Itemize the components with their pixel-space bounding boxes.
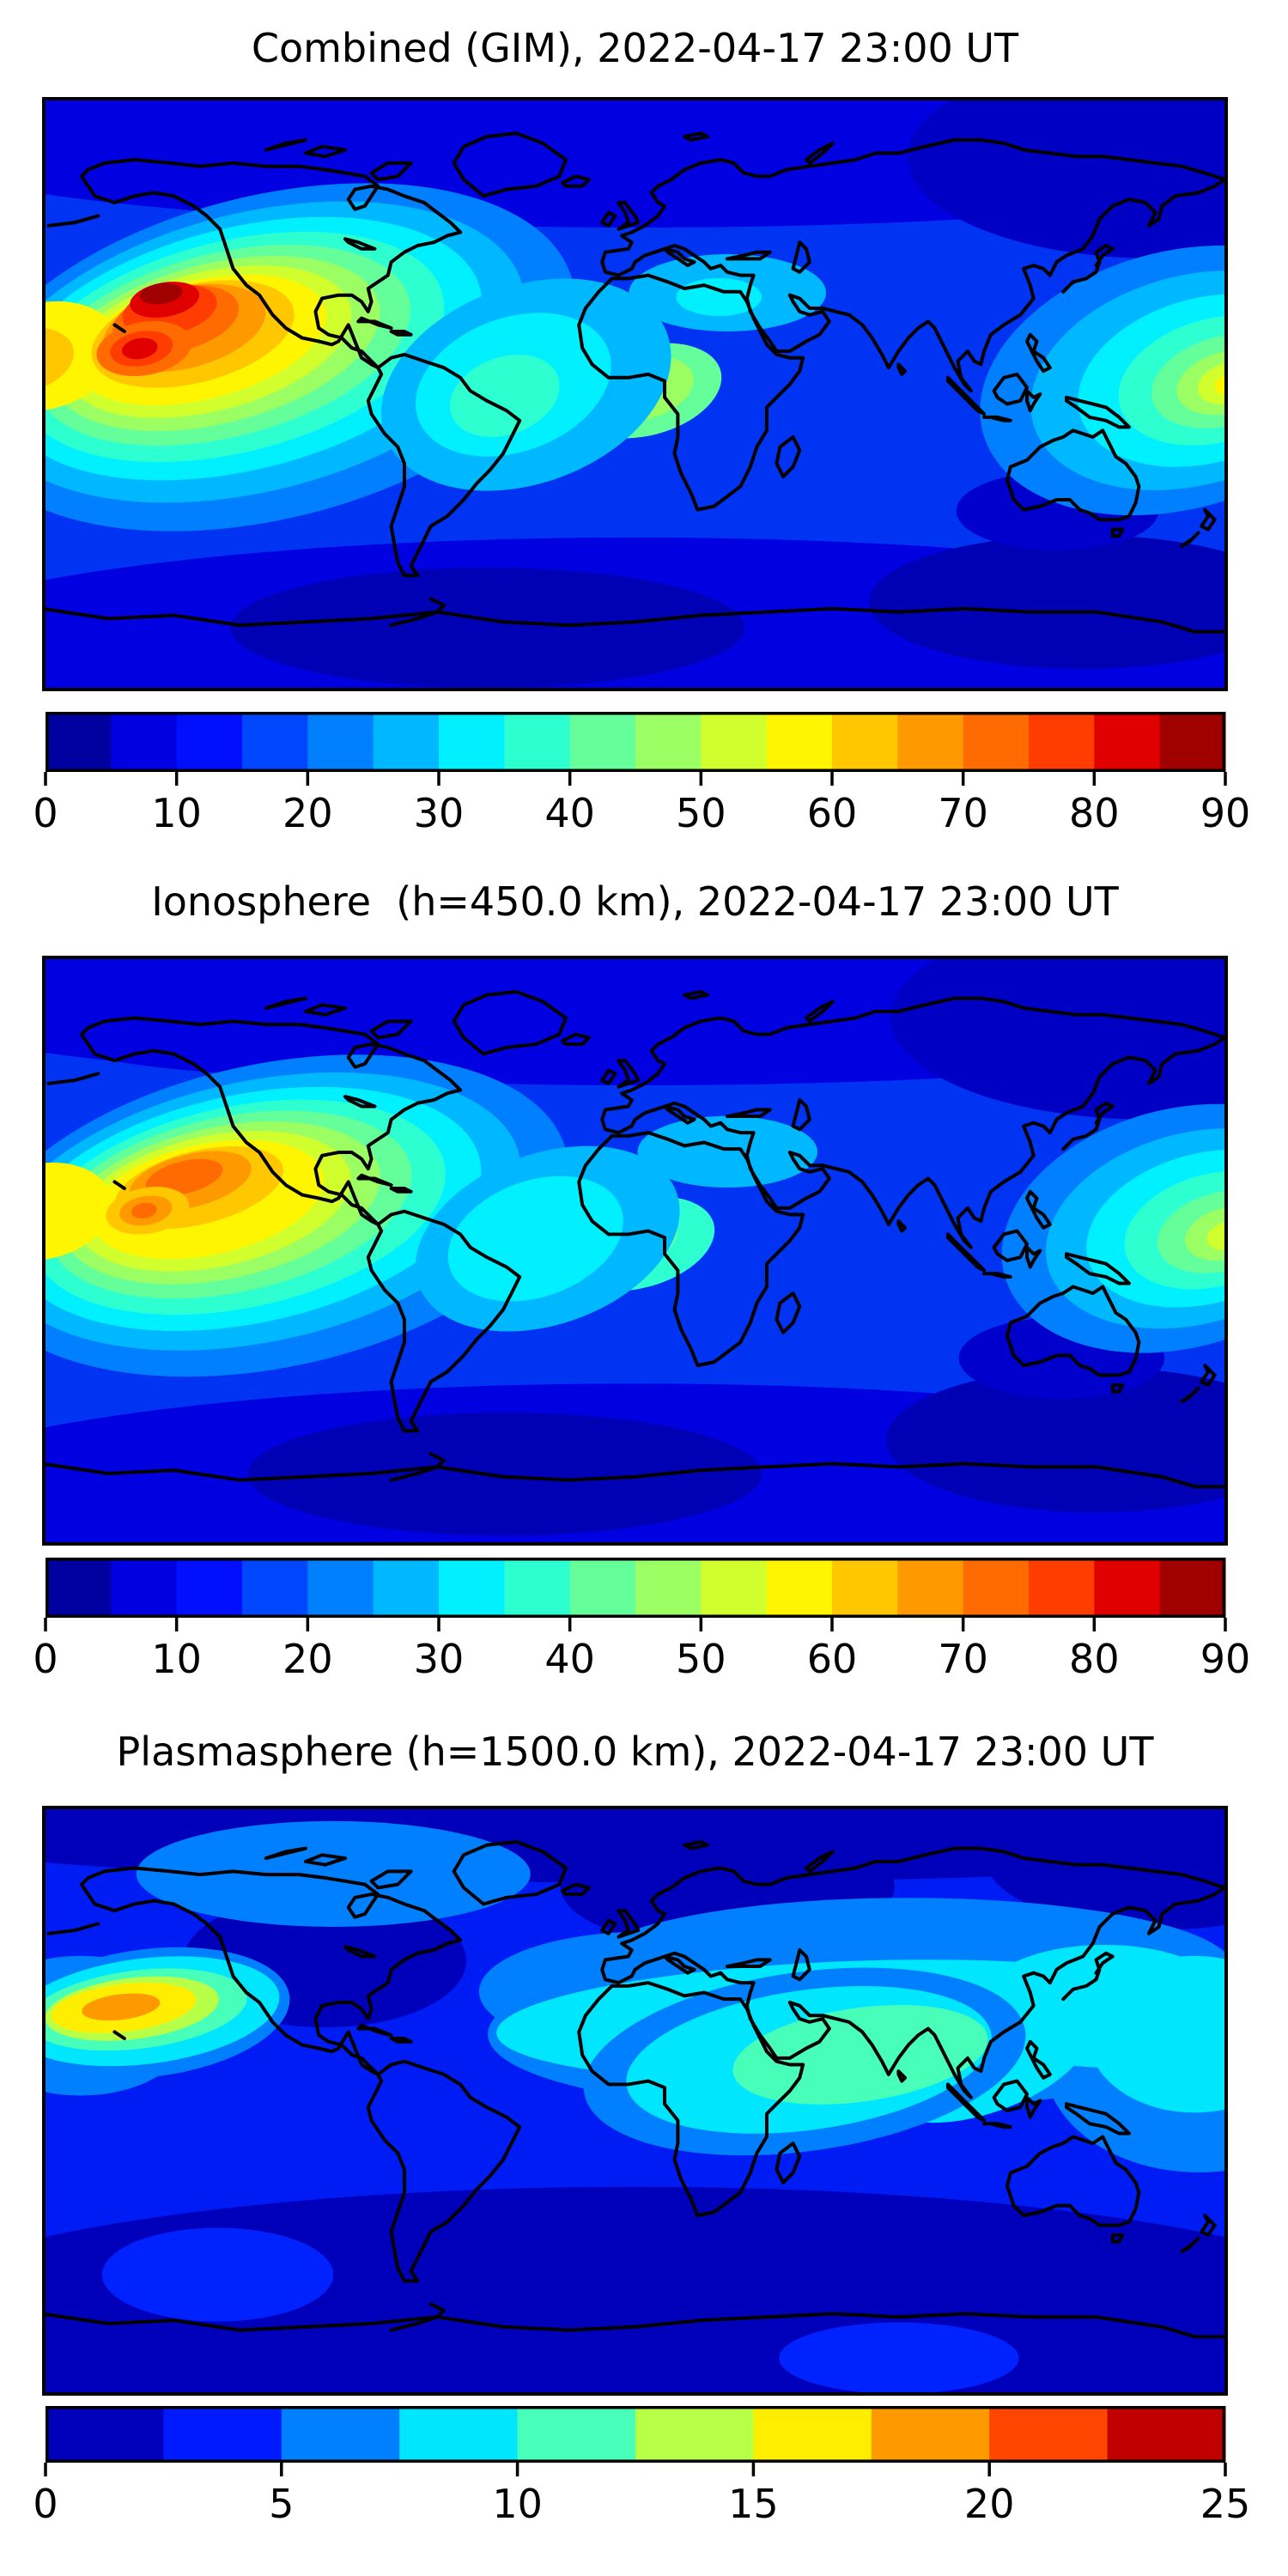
colorbar-tick-label: 20: [283, 1636, 333, 1682]
colorbar-tick-label: 60: [807, 1636, 858, 1682]
coastlines: [42, 1840, 1228, 2339]
colorbar-tick-label: 70: [938, 790, 988, 836]
colorbar-tick-label: 10: [151, 1636, 202, 1682]
contour-field: [42, 1806, 1228, 2396]
colorbar-border: [46, 712, 1225, 772]
colorbar-border: [46, 1558, 1225, 1618]
map-border: [42, 97, 1228, 691]
colorbar-tick-label: 30: [414, 1636, 465, 1682]
contour-field: [42, 97, 1228, 691]
colorbar-axis: 0 5 10 15 20 25: [33, 2463, 1250, 2527]
colorbar-tick-label: 10: [492, 2481, 543, 2527]
colorbar-tick-label: 10: [151, 790, 202, 836]
ionosphere-colorbar: 0 10 20 30 40 50 60 70 80 90: [33, 1558, 1250, 1682]
colorbar-axis: 0 10 20 30 40 50 60 70 80 90: [33, 772, 1250, 836]
colorbar-tick-label: 25: [1200, 2481, 1251, 2527]
panel-ionosphere-title: Ionosphere (h=450.0 km), 2022-04-17 23:0…: [151, 878, 1119, 925]
colorbar-tick-label: 20: [283, 790, 333, 836]
colorbar-tick-label: 90: [1200, 1636, 1251, 1682]
coastlines: [42, 990, 1228, 1489]
colorbar-tick-label: 0: [33, 1636, 58, 1682]
colorbar-tick-label: 40: [544, 790, 595, 836]
plasmasphere-colorbar: 0 5 10 15 20 25: [33, 2406, 1250, 2527]
panel-plasmasphere-title: Plasmasphere (h=1500.0 km), 2022-04-17 2…: [116, 1728, 1154, 1775]
colorbar-tick-label: 70: [938, 1636, 988, 1682]
colorbar-segments: [46, 1558, 1226, 1618]
colorbar-tick-label: 40: [544, 1636, 595, 1682]
ionosphere-map: [42, 956, 1228, 1546]
colorbar-tick-label: 50: [676, 1636, 726, 1682]
combined-gim-colorbar: 0 10 20 30 40 50 60 70 80 90: [33, 712, 1250, 836]
map-border: [42, 956, 1228, 1546]
colorbar-segments: [46, 712, 1226, 772]
plasmasphere-map: [42, 1806, 1228, 2396]
colorbar-tick-label: 80: [1069, 1636, 1120, 1682]
colorbar-axis: 0 10 20 30 40 50 60 70 80 90: [33, 1618, 1250, 1682]
colorbar-tick-label: 20: [964, 2481, 1015, 2527]
colorbar-tick-label: 0: [33, 790, 58, 836]
colorbar-tick-label: 80: [1069, 790, 1120, 836]
combined-gim-map: [42, 97, 1228, 691]
panel-combined-title: Combined (GIM), 2022-04-17 23:00 UT: [251, 25, 1019, 71]
colorbar-tick-label: 60: [807, 790, 858, 836]
colorbar-tick-label: 30: [414, 790, 465, 836]
colorbar-tick-label: 90: [1200, 790, 1251, 836]
colorbar-tick-label: 5: [269, 2481, 294, 2527]
contour-field: [42, 956, 1228, 1546]
colorbar-border: [46, 2406, 1225, 2463]
colorbar-tick-label: 0: [33, 2481, 58, 2527]
colorbar-tick-label: 50: [676, 790, 726, 836]
map-border: [42, 1806, 1228, 2396]
coastlines: [42, 131, 1228, 634]
colorbar-tick-label: 15: [728, 2481, 779, 2527]
colorbar-segments: [46, 2406, 1226, 2463]
